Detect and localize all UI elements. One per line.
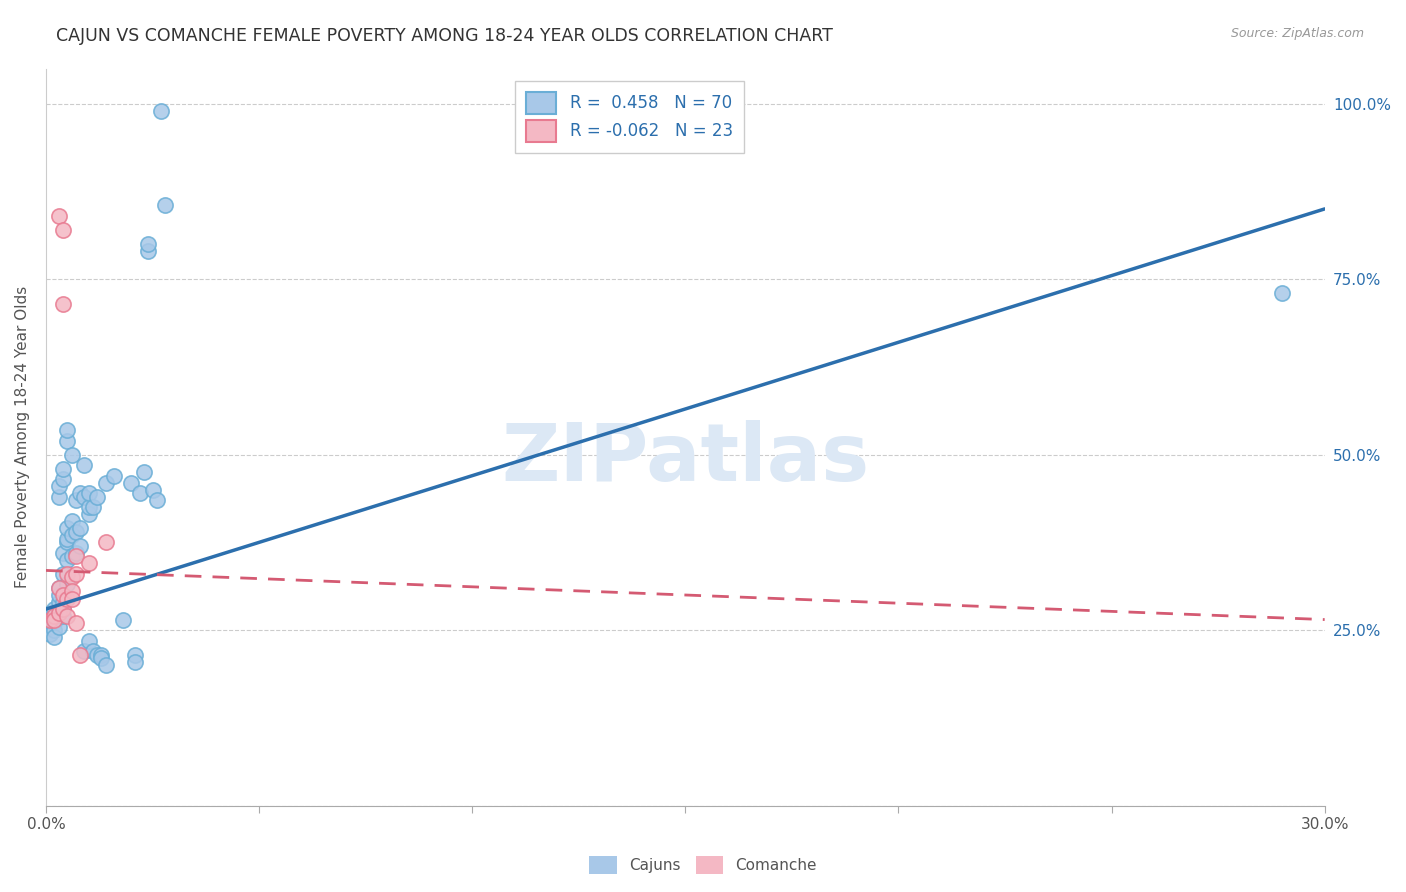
Point	[60, 584, 83, 599]
Point	[111, 613, 134, 627]
Point	[86, 490, 108, 504]
Point	[94, 535, 117, 549]
Point	[120, 475, 142, 490]
Point	[56, 532, 79, 546]
Point	[56, 591, 79, 606]
Point	[77, 633, 100, 648]
Point	[146, 493, 169, 508]
Point	[56, 577, 79, 591]
Point	[56, 566, 79, 581]
Point	[73, 644, 96, 658]
Point	[77, 500, 100, 515]
Point	[77, 486, 100, 500]
Point	[39, 619, 62, 633]
Point	[48, 209, 70, 223]
Point	[69, 648, 91, 662]
Point	[77, 508, 100, 522]
Point	[60, 591, 83, 606]
Y-axis label: Female Poverty Among 18-24 Year Olds: Female Poverty Among 18-24 Year Olds	[15, 286, 30, 588]
Point	[56, 609, 79, 624]
Point	[103, 468, 125, 483]
Point	[69, 486, 91, 500]
Point	[44, 616, 66, 631]
Point	[69, 539, 91, 553]
Point	[90, 648, 112, 662]
Point	[39, 613, 62, 627]
Point	[48, 606, 70, 620]
Point	[52, 609, 75, 624]
Text: ZIPatlas: ZIPatlas	[501, 420, 869, 498]
Point	[52, 223, 75, 237]
Point	[56, 521, 79, 535]
Point	[44, 613, 66, 627]
Point	[52, 472, 75, 486]
Point	[73, 490, 96, 504]
Point	[56, 434, 79, 448]
Point	[150, 103, 173, 118]
Point	[48, 595, 70, 609]
Point	[65, 524, 87, 539]
Point	[60, 448, 83, 462]
Point	[48, 619, 70, 633]
Point	[60, 549, 83, 564]
Point	[132, 465, 155, 479]
Point	[60, 570, 83, 584]
Point	[155, 198, 177, 212]
Point	[60, 528, 83, 542]
Point	[48, 606, 70, 620]
Point	[39, 613, 62, 627]
Point	[86, 648, 108, 662]
Point	[52, 461, 75, 475]
Point	[65, 566, 87, 581]
Point	[65, 549, 87, 564]
Point	[48, 490, 70, 504]
Point	[141, 483, 163, 497]
Point	[52, 588, 75, 602]
Point	[44, 613, 66, 627]
Legend: Cajuns, Comanche: Cajuns, Comanche	[583, 850, 823, 880]
Point	[124, 648, 146, 662]
Point	[44, 630, 66, 644]
Point	[128, 486, 150, 500]
Point	[39, 606, 62, 620]
Point	[44, 602, 66, 616]
Point	[136, 237, 159, 252]
Point	[52, 602, 75, 616]
Point	[60, 514, 83, 528]
Point	[48, 588, 70, 602]
Point	[56, 553, 79, 567]
Point	[1271, 286, 1294, 301]
Point	[52, 296, 75, 310]
Point	[56, 423, 79, 437]
Text: CAJUN VS COMANCHE FEMALE POVERTY AMONG 18-24 YEAR OLDS CORRELATION CHART: CAJUN VS COMANCHE FEMALE POVERTY AMONG 1…	[56, 27, 834, 45]
Point	[52, 595, 75, 609]
Point	[90, 651, 112, 665]
Text: Source: ZipAtlas.com: Source: ZipAtlas.com	[1230, 27, 1364, 40]
Point	[44, 623, 66, 637]
Point	[82, 500, 104, 515]
Point	[48, 581, 70, 595]
Point	[44, 609, 66, 624]
Point	[73, 458, 96, 472]
Point	[65, 546, 87, 560]
Point	[82, 644, 104, 658]
Point	[136, 244, 159, 258]
Point	[48, 479, 70, 493]
Point	[52, 602, 75, 616]
Point	[39, 626, 62, 640]
Point	[124, 655, 146, 669]
Point	[56, 535, 79, 549]
Point	[65, 493, 87, 508]
Point	[52, 546, 75, 560]
Point	[94, 475, 117, 490]
Point	[44, 606, 66, 620]
Point	[94, 658, 117, 673]
Point	[52, 566, 75, 581]
Point	[48, 581, 70, 595]
Point	[65, 616, 87, 631]
Legend: R =  0.458   N = 70, R = -0.062   N = 23: R = 0.458 N = 70, R = -0.062 N = 23	[515, 80, 744, 153]
Point	[77, 557, 100, 571]
Point	[69, 521, 91, 535]
